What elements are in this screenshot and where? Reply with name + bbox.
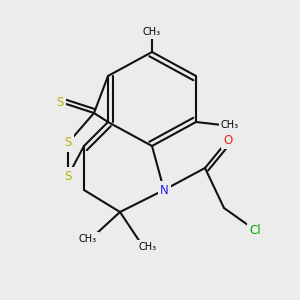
Text: CH₃: CH₃ — [79, 234, 97, 244]
Text: N: N — [160, 184, 168, 196]
Text: S: S — [56, 95, 64, 109]
Text: S: S — [64, 169, 72, 182]
Text: CH₃: CH₃ — [143, 27, 161, 37]
Text: Cl: Cl — [249, 224, 261, 236]
Text: CH₃: CH₃ — [221, 120, 239, 130]
Text: O: O — [224, 134, 232, 146]
Text: CH₃: CH₃ — [139, 242, 157, 252]
Text: S: S — [64, 136, 72, 149]
